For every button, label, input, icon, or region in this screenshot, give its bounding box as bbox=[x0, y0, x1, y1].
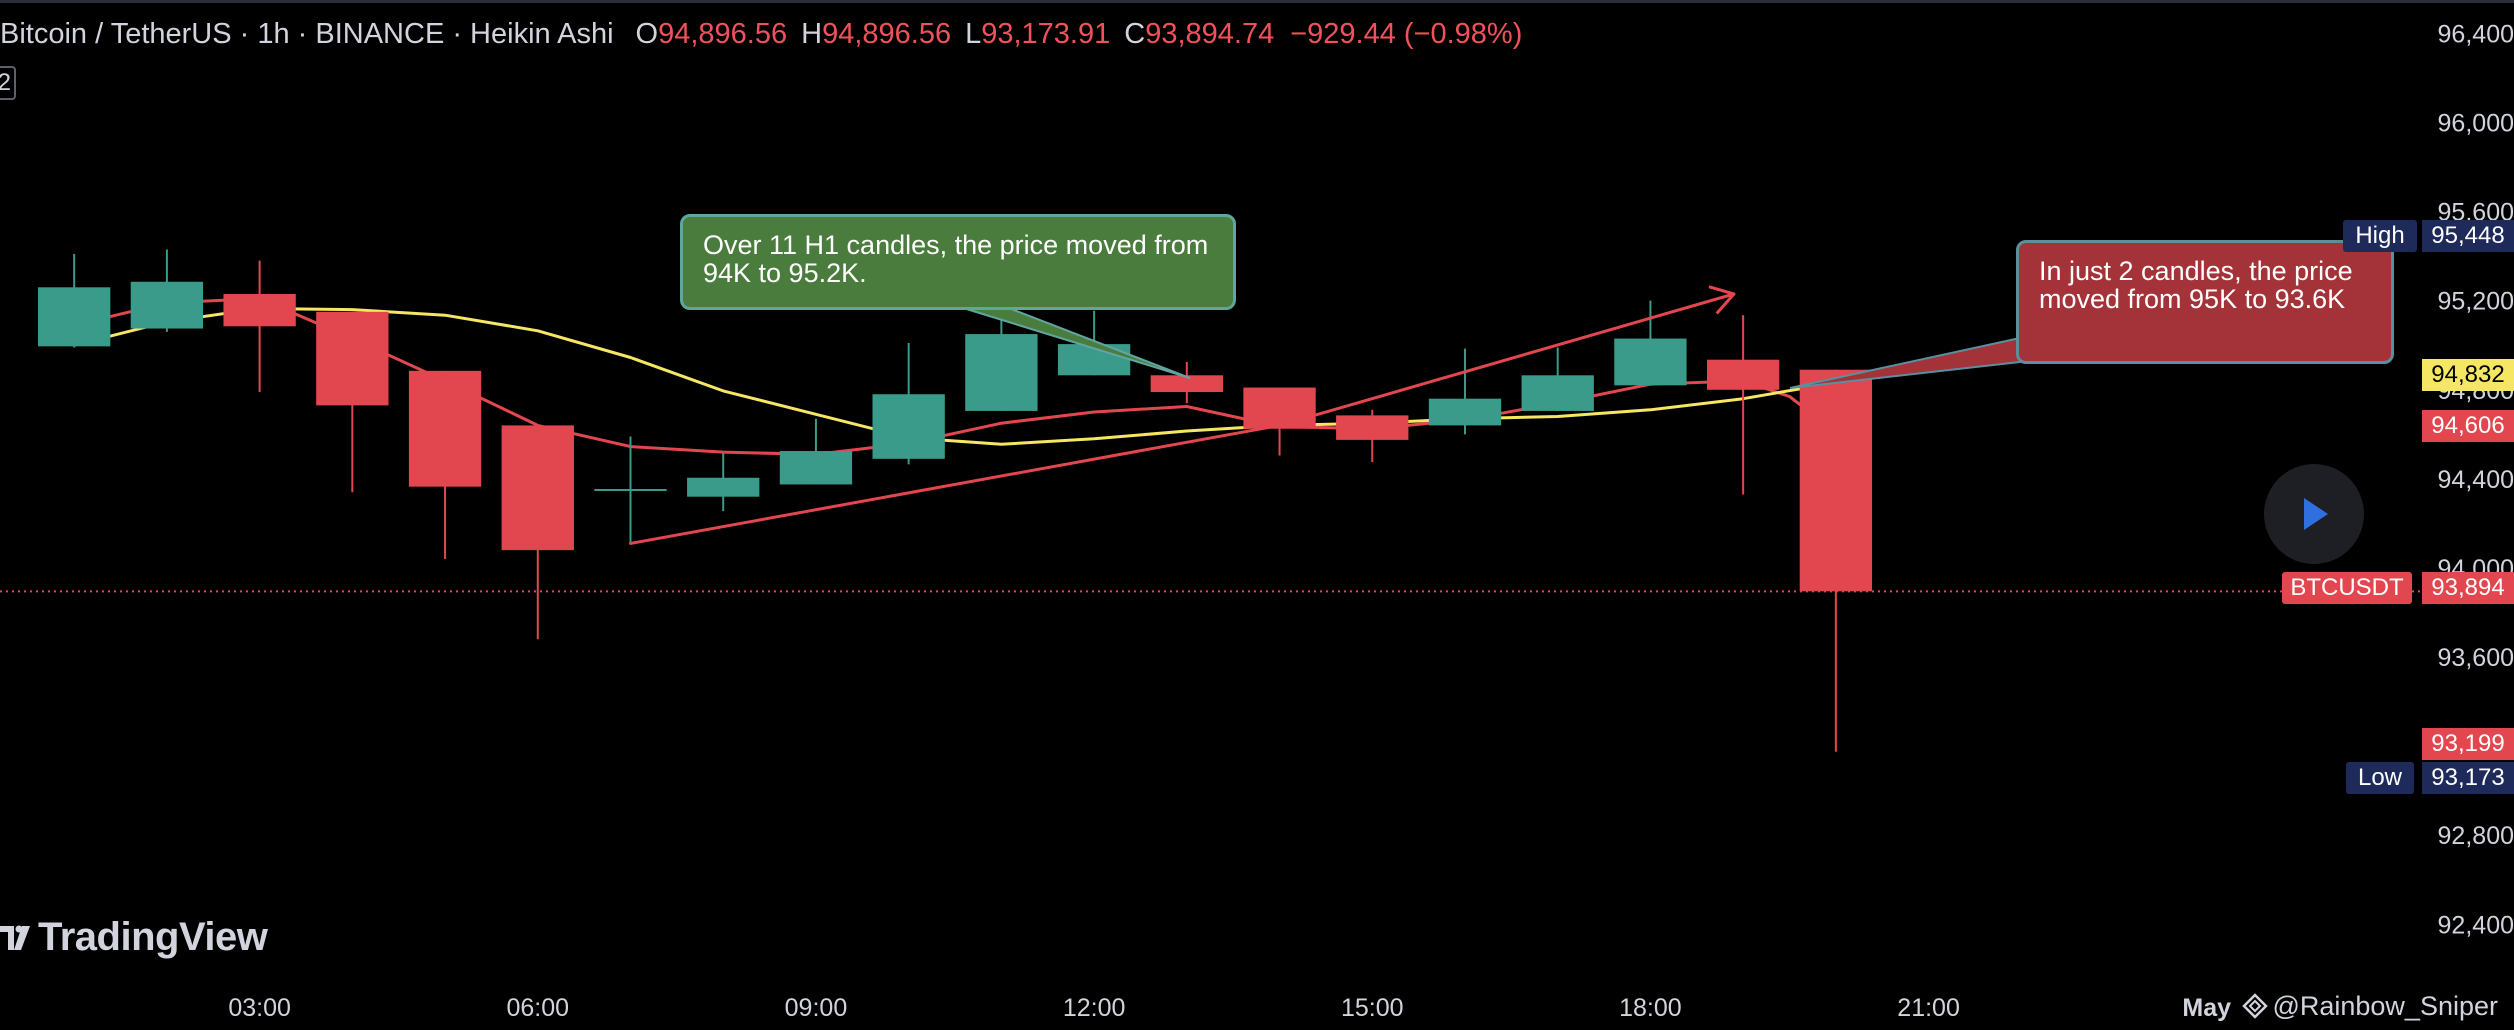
candle-body bbox=[223, 294, 296, 327]
trend-lines[interactable] bbox=[628, 285, 1736, 545]
candle bbox=[223, 260, 296, 392]
price-axis-label: 96,000 bbox=[2438, 110, 2514, 138]
price-axis-label: 93,600 bbox=[2438, 644, 2514, 672]
candle bbox=[594, 436, 667, 544]
candle bbox=[408, 370, 482, 560]
red-note-pointer bbox=[1789, 336, 2021, 389]
low-label-tag: Low bbox=[2346, 762, 2414, 794]
replay-play-button[interactable] bbox=[2264, 464, 2364, 564]
last-price-tag: 93,894 bbox=[2422, 572, 2514, 604]
high-value: 94,896.56 bbox=[822, 17, 952, 50]
time-axis[interactable]: 03:00 06:00 09:00 12:00 15:00 18:00 21:00 May bbox=[228, 994, 2231, 1022]
candle-body bbox=[1336, 415, 1409, 440]
open-label: O bbox=[635, 17, 659, 50]
candle-body bbox=[872, 394, 945, 459]
high-label: H bbox=[801, 17, 823, 50]
time-axis-label: 03:00 bbox=[228, 994, 291, 1022]
price-axis-label: 92,400 bbox=[2438, 911, 2514, 939]
candle-body bbox=[408, 370, 482, 487]
tradingview-logo-icon bbox=[0, 925, 30, 950]
candle-body bbox=[1521, 375, 1594, 411]
low-price-tag: 93,173 bbox=[2422, 762, 2514, 794]
price-axis-label: 92,800 bbox=[2438, 822, 2514, 850]
low-label: L bbox=[965, 17, 982, 50]
author-watermark: @Rainbow_Sniper bbox=[2242, 988, 2498, 1024]
candle bbox=[1336, 409, 1409, 463]
candle-body bbox=[1150, 375, 1223, 392]
candle-body bbox=[130, 281, 204, 329]
candle bbox=[1706, 315, 1780, 495]
price-axis[interactable]: 96,40096,00095,60095,20094,80094,40094,0… bbox=[2438, 20, 2514, 939]
symbol-title[interactable]: Bitcoin / TetherUS · 1h · BINANCE · Heik… bbox=[0, 17, 614, 50]
time-axis-label: 12:00 bbox=[1063, 994, 1126, 1022]
time-axis-label: 15:00 bbox=[1341, 994, 1404, 1022]
tradingview-logo[interactable]: TradingView bbox=[0, 912, 268, 962]
symbol-tag: BTCUSDT bbox=[2282, 572, 2412, 604]
diamond-icon bbox=[2242, 993, 2269, 1019]
low-red-price-tag: 93,199 bbox=[2422, 728, 2514, 760]
candle-body bbox=[1428, 398, 1502, 426]
candles bbox=[38, 249, 1873, 752]
candle bbox=[1614, 300, 1687, 386]
candle-body bbox=[1799, 369, 1873, 592]
open-value: 94,896.56 bbox=[658, 17, 788, 50]
candle bbox=[38, 253, 111, 348]
time-axis-label: 21:00 bbox=[1897, 994, 1960, 1022]
candle bbox=[130, 249, 204, 332]
play-icon bbox=[2304, 498, 2328, 530]
green-annotation[interactable]: Over 11 H1 candles, the price moved from… bbox=[680, 214, 1236, 310]
candle-body bbox=[779, 451, 853, 485]
candle-body bbox=[1614, 338, 1687, 386]
tradingview-logo-text: TradingView bbox=[38, 914, 268, 959]
red-annotation[interactable]: In just 2 candles, the price moved from … bbox=[2016, 240, 2394, 364]
ma-slow-line bbox=[73, 307, 1837, 446]
high-price-tag: 95,448 bbox=[2422, 220, 2514, 252]
candle bbox=[1243, 387, 1316, 456]
symbol-header: Bitcoin / TetherUS · 1h · BINANCE · Heik… bbox=[0, 14, 1522, 54]
high-label-tag: High bbox=[2343, 220, 2417, 252]
low-value: 93,173.91 bbox=[981, 17, 1111, 50]
trend-line bbox=[628, 423, 1282, 545]
trend-line bbox=[1278, 292, 1736, 427]
candle bbox=[779, 418, 853, 485]
candle bbox=[316, 311, 389, 493]
price-axis-label: 95,200 bbox=[2438, 288, 2514, 316]
candle-body bbox=[501, 425, 574, 551]
candle-body bbox=[1706, 359, 1780, 390]
close-value: 93,894.74 bbox=[1145, 17, 1275, 50]
ma-yellow-price-tag: 94,832 bbox=[2422, 359, 2514, 391]
watermark-text: @Rainbow_Sniper bbox=[2272, 990, 2498, 1021]
indicator-count-badge[interactable]: 2 bbox=[0, 66, 16, 100]
candle bbox=[687, 453, 760, 512]
time-axis-label: 09:00 bbox=[785, 994, 848, 1022]
price-axis-label: 94,400 bbox=[2438, 466, 2514, 494]
time-axis-label: 06:00 bbox=[506, 994, 569, 1022]
ma-red-price-tag: 94,606 bbox=[2422, 410, 2514, 442]
close-label: C bbox=[1124, 17, 1146, 50]
price-axis-label: 96,400 bbox=[2438, 20, 2514, 48]
time-axis-label: May bbox=[2182, 994, 2231, 1022]
candle-body bbox=[316, 311, 389, 406]
trend-arrow-head bbox=[1708, 285, 1736, 315]
candle bbox=[1150, 361, 1223, 404]
candle-body bbox=[965, 334, 1038, 411]
candle bbox=[872, 343, 945, 465]
candle bbox=[965, 310, 1038, 411]
candle bbox=[1521, 347, 1594, 411]
candle bbox=[501, 425, 574, 640]
candle-body bbox=[38, 287, 111, 347]
time-axis-label: 18:00 bbox=[1619, 994, 1682, 1022]
candle-body bbox=[1243, 387, 1316, 429]
candle-body bbox=[687, 477, 760, 497]
candle bbox=[1428, 348, 1502, 435]
price-change: −929.44 (−0.98%) bbox=[1290, 17, 1523, 50]
candle bbox=[1799, 369, 1873, 752]
